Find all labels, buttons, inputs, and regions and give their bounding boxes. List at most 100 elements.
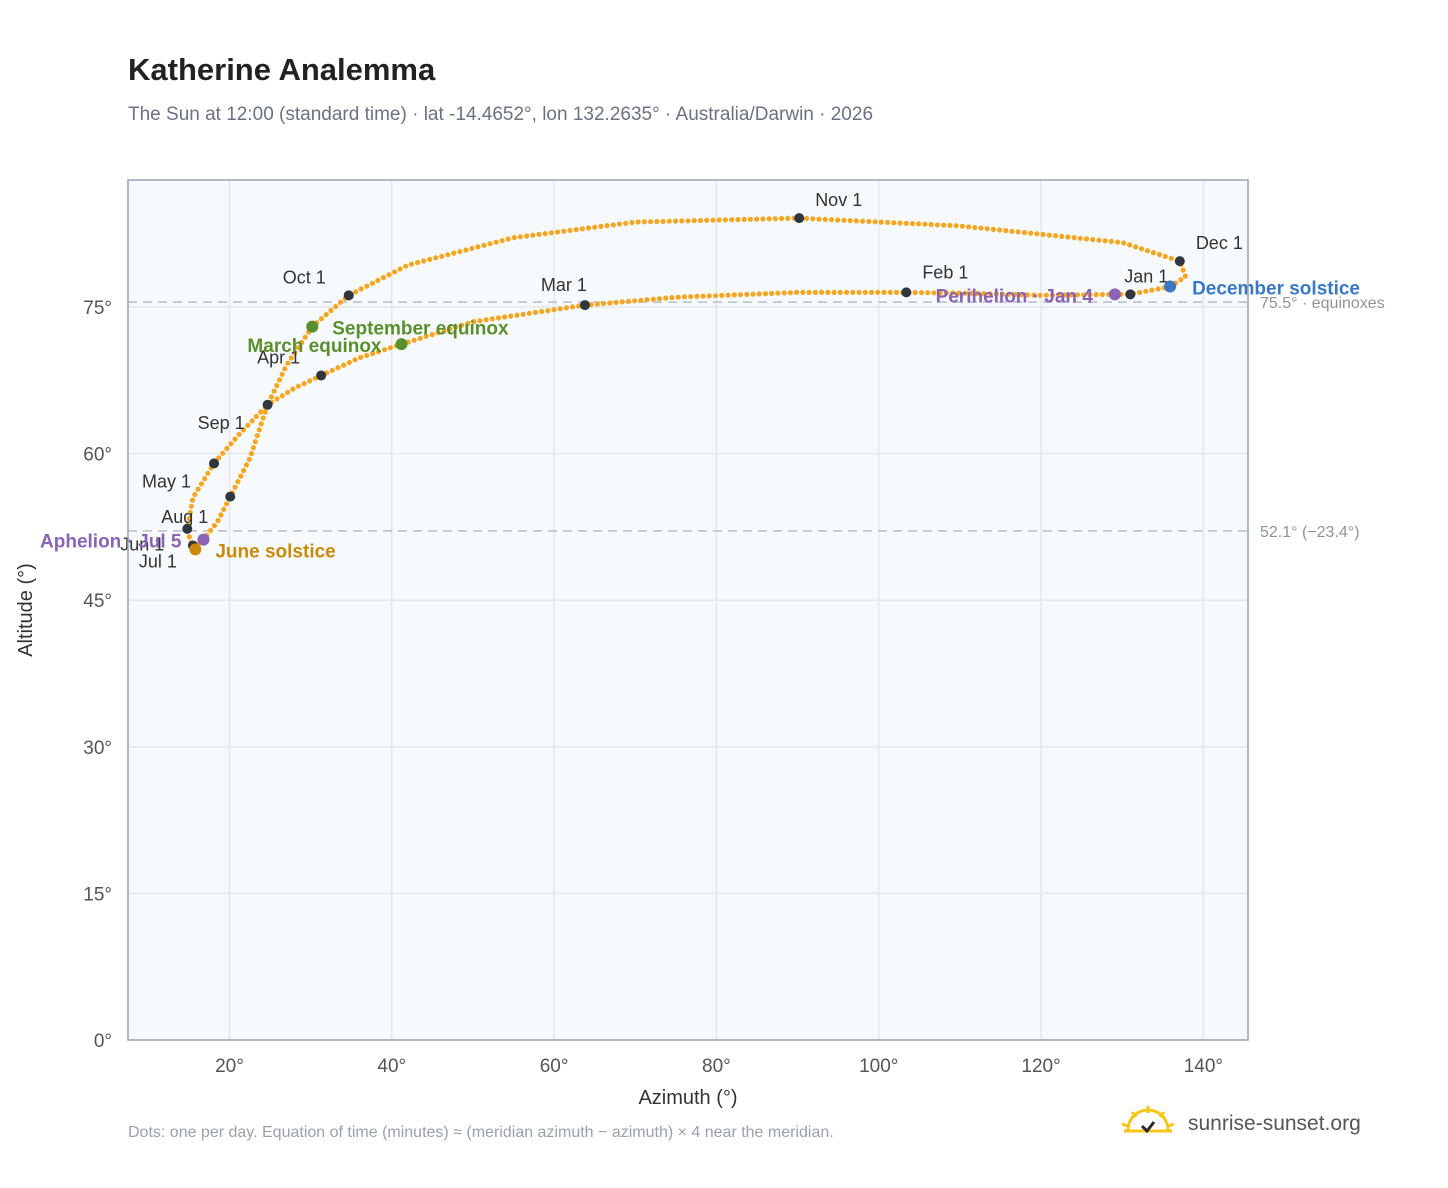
day-dot	[993, 291, 999, 297]
day-dot	[1031, 292, 1037, 298]
day-dot	[816, 216, 822, 222]
day-dot	[725, 292, 731, 298]
day-dot	[517, 234, 524, 240]
day-dot	[241, 467, 247, 474]
day-dot	[719, 292, 725, 298]
day-dot	[585, 225, 592, 231]
day-dot	[625, 298, 632, 304]
day-dot	[1093, 292, 1099, 298]
day-dot	[828, 217, 835, 223]
day-dot	[427, 256, 433, 262]
day-dot	[1062, 292, 1068, 298]
day-dot	[1149, 287, 1155, 293]
day-dot	[787, 290, 794, 296]
day-dot	[569, 304, 576, 310]
day-dot	[956, 290, 962, 296]
day-dot	[469, 245, 475, 251]
reference-line-label: 52.1° (−23.4°)	[1260, 524, 1360, 541]
day-dot	[475, 244, 481, 250]
day-dot	[453, 324, 459, 330]
day-dot	[186, 516, 192, 522]
month-label: Sep 1	[198, 413, 245, 433]
y-tick-label: 60°	[83, 445, 112, 466]
day-dot	[997, 227, 1003, 233]
day-dot	[1021, 229, 1028, 236]
day-dot	[878, 219, 884, 225]
day-dot	[370, 351, 376, 357]
day-dot	[679, 218, 685, 224]
event-marker	[1164, 280, 1177, 293]
day-dot	[1102, 238, 1108, 244]
day-dot	[669, 295, 675, 301]
day-dot	[981, 291, 987, 297]
day-dot	[499, 238, 505, 244]
month-label: Oct 1	[283, 267, 326, 287]
day-dot	[567, 227, 573, 233]
day-dot	[341, 362, 347, 368]
day-dot	[872, 219, 878, 225]
day-dot	[741, 216, 747, 222]
footnote: Dots: one per day. Equation of time (min…	[128, 1124, 834, 1141]
day-dot	[644, 297, 650, 303]
day-dot	[511, 235, 517, 241]
day-dot	[387, 345, 393, 351]
day-dot	[1115, 239, 1121, 245]
day-dot	[235, 479, 241, 485]
day-dot	[968, 290, 975, 296]
day-dot	[1168, 255, 1174, 261]
day-dot	[613, 299, 619, 305]
day-dot	[1040, 231, 1046, 237]
day-dot	[1090, 236, 1096, 243]
day-dot	[545, 308, 551, 314]
day-dot	[271, 388, 277, 394]
day-dot	[292, 350, 298, 356]
day-dot	[380, 275, 387, 281]
month-label: Apr 1	[257, 347, 300, 367]
sun-logo-icon	[1121, 1106, 1175, 1134]
day-dot	[205, 470, 211, 476]
day-dot	[1182, 273, 1188, 279]
day-dot	[561, 228, 567, 234]
day-dot	[837, 289, 843, 295]
day-dot	[685, 218, 691, 224]
day-dot	[931, 290, 937, 296]
day-dot	[1156, 251, 1162, 258]
day-dot	[189, 497, 196, 503]
day-dot	[1127, 242, 1133, 248]
day-dot	[335, 365, 341, 371]
day-dot	[555, 229, 561, 235]
day-dot	[208, 527, 214, 534]
day-dot	[318, 316, 325, 322]
day-dot	[794, 289, 800, 295]
day-dot	[766, 216, 772, 222]
day-dot	[950, 290, 956, 296]
day-dot	[610, 222, 616, 228]
day-dot	[471, 319, 477, 325]
day-dot	[532, 309, 539, 315]
day-dot	[912, 289, 918, 296]
day-dot	[1137, 289, 1143, 296]
day-dot	[258, 421, 264, 427]
day-dot	[481, 242, 487, 248]
day-dot	[539, 308, 545, 315]
brand[interactable]: sunrise-sunset.org	[1120, 1104, 1361, 1144]
day-dot	[429, 332, 435, 338]
month-label: Feb 1	[922, 262, 968, 282]
day-dot	[866, 218, 872, 225]
day-dot	[750, 291, 756, 297]
day-dot	[1065, 234, 1071, 240]
day-dot	[274, 383, 280, 389]
day-dot	[397, 266, 403, 272]
day-dot	[246, 456, 252, 462]
day-dot	[691, 218, 697, 224]
x-ticks: 20° 40° 60° 80° 100° 120° 140°	[215, 1056, 1223, 1077]
day-dot	[1043, 292, 1049, 298]
day-dot	[825, 289, 831, 295]
day-dot	[192, 491, 198, 498]
day-dot	[841, 217, 847, 223]
day-dot	[592, 224, 598, 230]
day-dot	[328, 307, 334, 314]
day-dot	[1074, 292, 1081, 298]
day-dot	[218, 512, 224, 518]
day-dot	[493, 239, 499, 245]
